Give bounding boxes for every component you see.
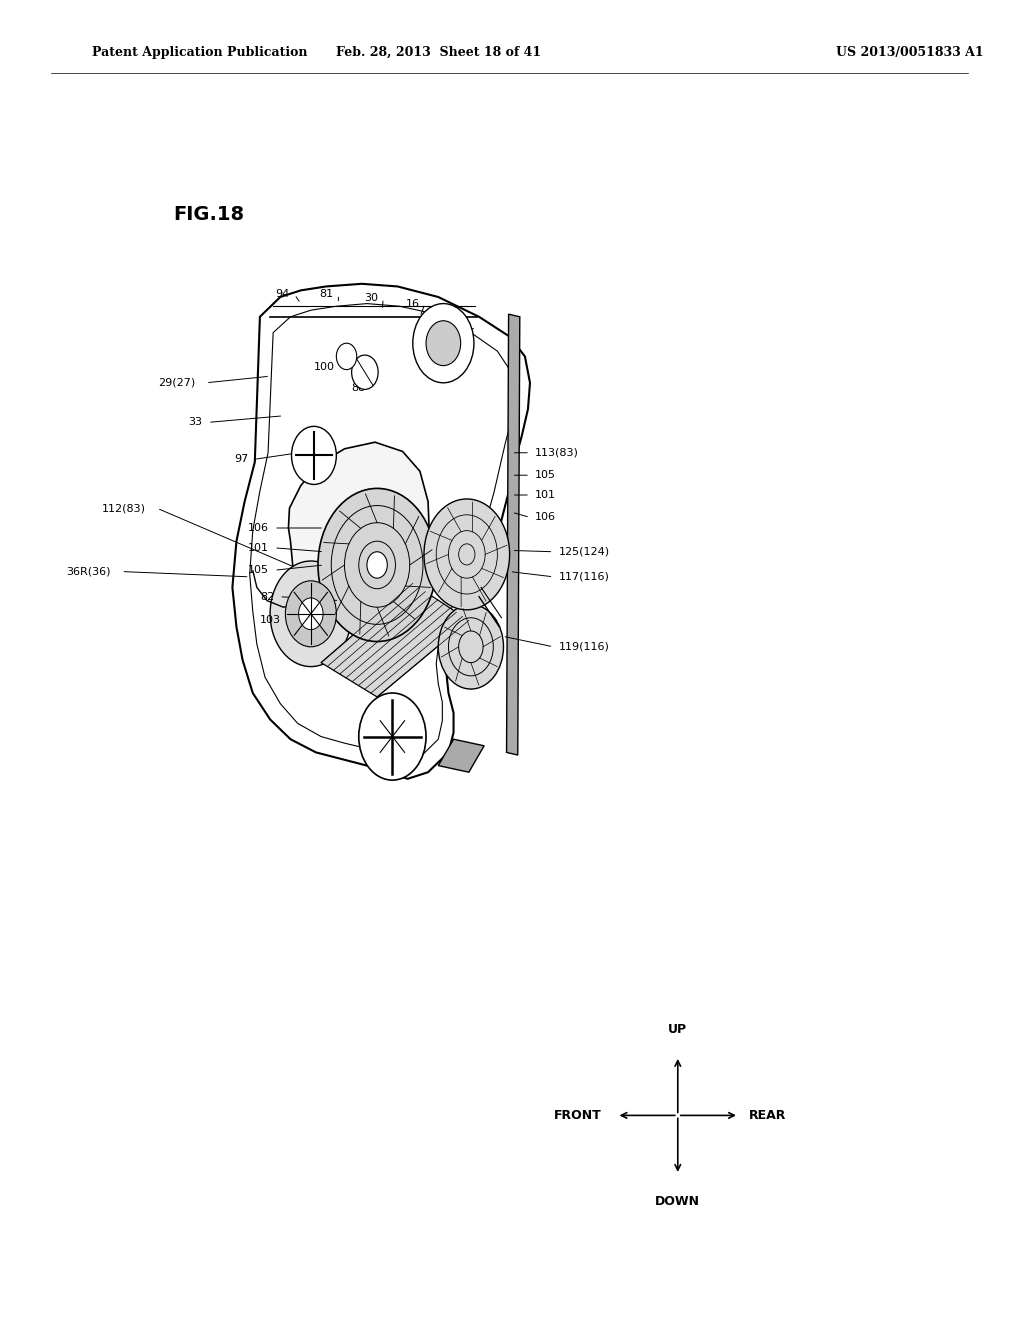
Polygon shape: [322, 583, 469, 697]
Text: 106: 106: [248, 523, 268, 533]
Text: FRONT: FRONT: [554, 1109, 601, 1122]
Circle shape: [438, 605, 504, 689]
Circle shape: [367, 552, 387, 578]
Text: 106: 106: [536, 512, 556, 523]
Text: 101: 101: [536, 490, 556, 500]
Text: 117(116): 117(116): [558, 572, 609, 582]
Circle shape: [318, 488, 436, 642]
Text: 29(27): 29(27): [158, 378, 196, 388]
Text: 30: 30: [364, 293, 378, 304]
Text: REAR: REAR: [750, 1109, 786, 1122]
Text: UP: UP: [669, 1023, 687, 1036]
Text: 103: 103: [260, 615, 281, 626]
Circle shape: [351, 355, 378, 389]
Circle shape: [358, 693, 426, 780]
Polygon shape: [507, 314, 520, 755]
Polygon shape: [289, 442, 430, 620]
Text: 81: 81: [319, 289, 333, 300]
Text: Feb. 28, 2013  Sheet 18 of 41: Feb. 28, 2013 Sheet 18 of 41: [336, 46, 541, 59]
Text: 112(83): 112(83): [102, 503, 146, 513]
Circle shape: [292, 426, 336, 484]
Text: FIG.18: FIG.18: [173, 205, 245, 223]
Text: DOWN: DOWN: [655, 1195, 700, 1208]
Polygon shape: [438, 739, 484, 772]
Circle shape: [426, 321, 461, 366]
Text: 100: 100: [314, 362, 335, 372]
Text: 97: 97: [234, 454, 249, 465]
Circle shape: [286, 581, 336, 647]
Text: 16: 16: [406, 298, 420, 309]
Circle shape: [336, 343, 356, 370]
Text: 125(124): 125(124): [558, 546, 609, 557]
Text: 119(116): 119(116): [558, 642, 609, 652]
Circle shape: [413, 304, 474, 383]
Text: US 2013/0051833 A1: US 2013/0051833 A1: [836, 46, 983, 59]
Text: Patent Application Publication: Patent Application Publication: [92, 46, 307, 59]
Text: 88: 88: [351, 383, 366, 393]
Text: 105: 105: [248, 565, 268, 576]
Text: 105: 105: [536, 470, 556, 480]
Circle shape: [424, 499, 510, 610]
Circle shape: [299, 598, 324, 630]
Text: 101: 101: [248, 543, 268, 553]
Circle shape: [270, 561, 351, 667]
Text: 82: 82: [260, 591, 274, 602]
Text: 113(83): 113(83): [536, 447, 579, 458]
Text: 94: 94: [275, 289, 290, 300]
Text: 36R(36): 36R(36): [67, 566, 111, 577]
Text: 87: 87: [457, 322, 471, 333]
Text: 33: 33: [188, 417, 203, 428]
